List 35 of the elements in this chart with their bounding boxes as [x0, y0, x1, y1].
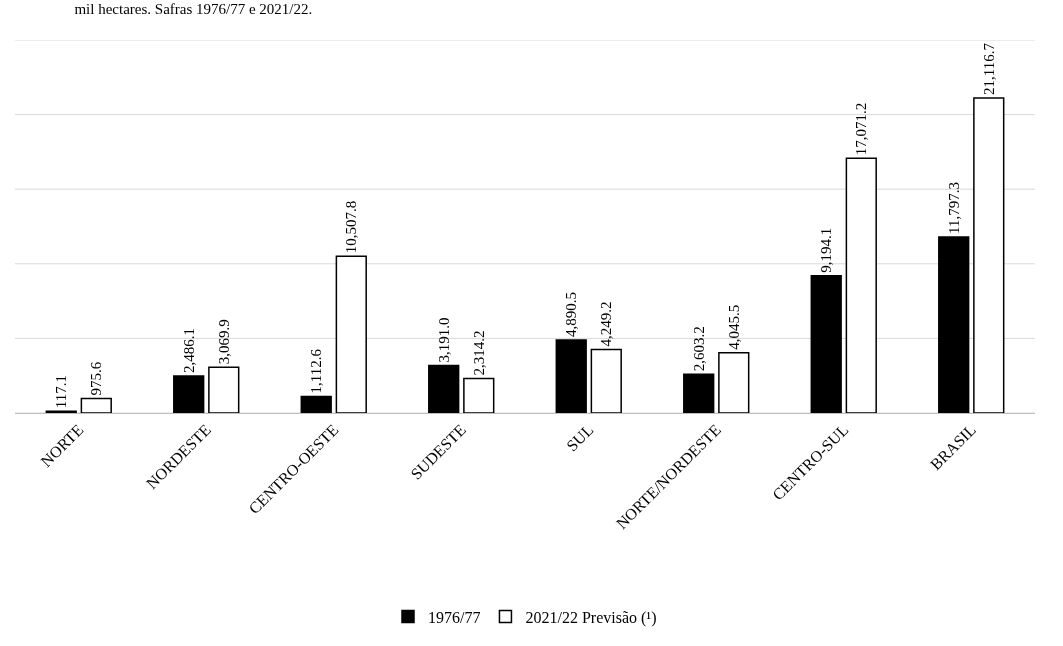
bar: [845, 157, 877, 413]
data-label: 17,071.2: [853, 102, 870, 156]
legend-label: 2021/22 Previsão (¹): [525, 608, 657, 627]
bar: [80, 397, 112, 413]
bar: [555, 339, 587, 413]
data-label: 3,069.9: [215, 319, 232, 365]
bar: [683, 373, 715, 413]
bar: [173, 375, 205, 413]
data-label: 4,890.5: [563, 292, 580, 338]
legend-label: 1976/77: [428, 608, 481, 626]
bar: [810, 275, 842, 413]
data-label: 9,194.1: [818, 227, 835, 273]
bar: [335, 255, 367, 413]
bar: [973, 97, 1005, 413]
data-label: 1,112.6: [308, 348, 325, 394]
data-label: 117.1: [53, 375, 70, 409]
bar: [428, 364, 460, 413]
x-tick-label: SUL: [563, 420, 597, 455]
data-label: 4,045.5: [725, 304, 742, 350]
bar: [938, 236, 970, 413]
bar: [208, 366, 240, 413]
bar: [463, 377, 495, 413]
data-label: 4,249.2: [598, 301, 615, 347]
data-label: 10,507.8: [343, 200, 360, 254]
data-label: 2,314.2: [470, 330, 487, 376]
bar: [590, 348, 622, 413]
data-label: 3,191.0: [435, 317, 452, 363]
bar: [718, 351, 750, 413]
data-label: 11,797.3: [945, 182, 962, 234]
chart-title: mil hectares. Safras 1976/77 e 2021/22.: [74, 0, 313, 17]
data-label: 2,603.2: [690, 326, 707, 372]
data-label: 975.6: [88, 361, 105, 396]
bar: [300, 395, 332, 413]
data-label: 21,116.7: [980, 42, 997, 95]
data-label: 2,486.1: [180, 327, 197, 373]
